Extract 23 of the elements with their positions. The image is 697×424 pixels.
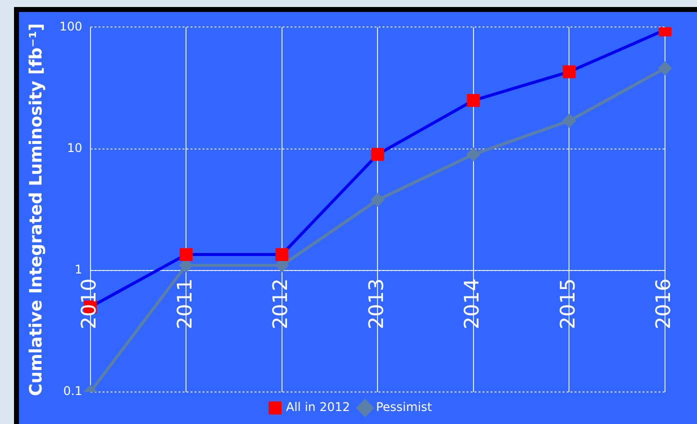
x-tick-label: 2013	[364, 278, 388, 330]
x-tick-label: 2012	[268, 278, 292, 330]
y-tick-label: 100	[59, 19, 82, 34]
x-tick-label: 2015	[555, 278, 580, 330]
point	[180, 248, 193, 261]
legend-label: Pessimist	[376, 400, 432, 414]
legend-label: All in 2012	[286, 400, 350, 414]
y-tick-label: 1	[74, 262, 82, 277]
point	[658, 62, 672, 75]
point	[562, 65, 576, 78]
point	[466, 94, 480, 107]
x-tick-label: 2016	[651, 278, 676, 330]
point	[275, 248, 288, 261]
y-axis-title: Cumlative Integrated Luminosity [fb⁻¹]	[26, 23, 47, 396]
y-tick-label: 0.1	[63, 384, 82, 398]
point	[371, 148, 384, 161]
x-tick-label: 2011	[172, 278, 196, 330]
x-tick-label: 2010	[76, 278, 101, 330]
point	[562, 114, 576, 128]
point	[371, 193, 384, 206]
x-tick-label: 2014	[460, 278, 484, 330]
y-tick-label: 10	[67, 140, 82, 155]
point	[466, 148, 480, 161]
